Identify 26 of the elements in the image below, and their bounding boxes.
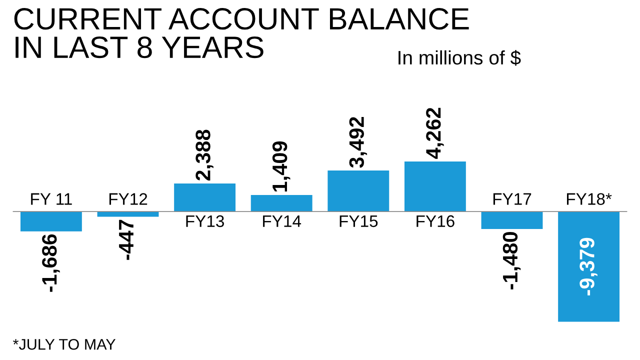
x-tick-label: FY18* [567,193,612,205]
bar [250,194,312,212]
x-tick-label: FY 11 [31,193,72,205]
text: *JULY TO MAY [13,338,116,350]
x-tick-label: FY13 [186,215,224,228]
data-label: -9,379 [580,238,598,296]
data-label: -447 [119,220,134,260]
bar [404,161,466,212]
x-tick-label: FY15 [340,215,378,228]
bar [328,170,390,212]
x-tick-label: FY17 [493,193,532,205]
bar [481,212,543,229]
bar [174,183,236,212]
data-label: -1,686 [42,234,60,292]
data-label: 1,409 [272,141,290,192]
data-label: 4,262 [426,108,444,159]
data-label: 3,492 [349,116,368,168]
bar [20,212,82,232]
data-label: 2,388 [196,130,214,181]
x-tick-label: FY14 [263,215,302,227]
chart-subtitle: In millions of $ [398,50,521,66]
bar [558,212,620,322]
data-label: -1,480 [502,232,521,290]
x-tick-label: FY16 [416,215,454,228]
x-tick-label: FY12 [109,193,148,205]
bar [97,212,159,217]
